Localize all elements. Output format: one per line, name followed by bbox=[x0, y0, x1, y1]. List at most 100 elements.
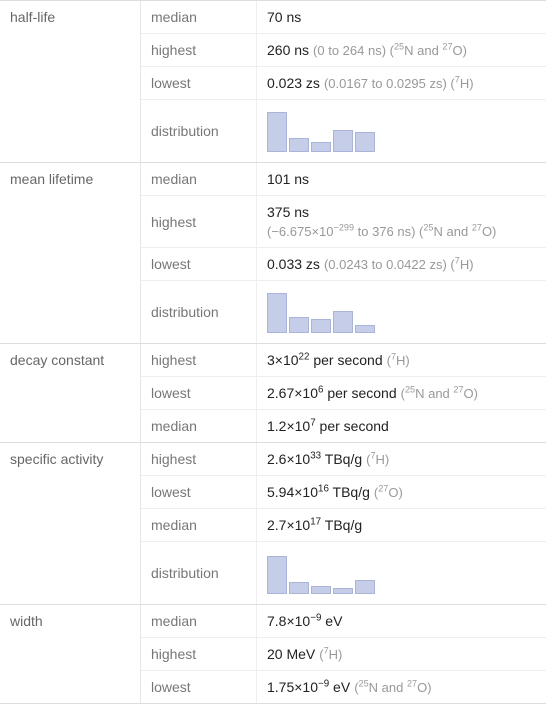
group-label-decay-constant: decay constant bbox=[0, 344, 141, 442]
group-label-specific-activity: specific activity bbox=[0, 443, 141, 604]
row-sublabel-median: median bbox=[141, 410, 257, 442]
dist-bar bbox=[267, 293, 287, 333]
value-main: 101 ns bbox=[267, 171, 309, 187]
value-main: 2.6×1033 TBq/g bbox=[267, 451, 362, 467]
row-value-highest: 2.6×1033 TBq/g (7H) bbox=[257, 443, 546, 476]
dist-bar bbox=[311, 586, 331, 594]
group-width: widthmedian 7.8×10−9 eV highest20 MeV(7H)l… bbox=[0, 605, 546, 703]
value-main: 5.94×1016 TBq/g bbox=[267, 484, 370, 500]
row-value-highest: 20 MeV(7H) bbox=[257, 638, 546, 671]
group-specific-activity: specific activityhighest 2.6×1033 TBq/g (7… bbox=[0, 443, 546, 605]
value-main: 0.033 zs bbox=[267, 256, 320, 272]
dist-bar bbox=[311, 142, 331, 152]
table-row: distribution bbox=[141, 542, 546, 604]
dist-bar bbox=[311, 319, 331, 333]
row-value-distribution bbox=[257, 542, 546, 604]
value-extra: (−6.675×10−299 to 376 ns) (25N and 27O) bbox=[267, 224, 496, 239]
table-row: highest375 ns(−6.675×10−299 to 376 ns) (… bbox=[141, 196, 546, 248]
group-label-mean-lifetime: mean lifetime bbox=[0, 163, 141, 343]
group-rows: median 7.8×10−9 eV highest20 MeV(7H)lowest… bbox=[141, 605, 546, 703]
dist-bar bbox=[289, 138, 309, 152]
value-extra: (7H) bbox=[366, 452, 389, 467]
row-sublabel-lowest: lowest bbox=[141, 67, 257, 100]
table-row: lowest 0.023 zs (0.0167 to 0.0295 zs) (7H) bbox=[141, 67, 546, 100]
row-value-lowest: 0.023 zs (0.0167 to 0.0295 zs) (7H) bbox=[257, 67, 546, 100]
dist-bar bbox=[289, 317, 309, 333]
row-sublabel-lowest: lowest bbox=[141, 671, 257, 703]
table-row: highest 260 ns (0 to 264 ns) (25N and 27O) bbox=[141, 34, 546, 67]
row-sublabel-highest: highest bbox=[141, 344, 257, 377]
group-label-width: width bbox=[0, 605, 141, 703]
properties-table: half-lifemedian70 nshighest260 ns(0 to 2… bbox=[0, 0, 546, 704]
row-sublabel-distribution: distribution bbox=[141, 281, 257, 343]
dist-bar bbox=[355, 325, 375, 333]
row-value-lowest: 1.75×10−9 eV (25N and 27O) bbox=[257, 671, 546, 703]
row-value-highest: 3×1022 per second (7H) bbox=[257, 344, 546, 377]
value-extra: (0.0167 to 0.0295 zs) (7H) bbox=[324, 76, 474, 91]
table-row: lowest 1.75×10−9 eV (25N and 27O) bbox=[141, 671, 546, 703]
row-value-lowest: 2.67×106 per second (25N and 27O) bbox=[257, 377, 546, 410]
value-extra: (0 to 264 ns) (25N and 27O) bbox=[313, 43, 467, 58]
value-extra: (0.0243 to 0.0422 zs) (7H) bbox=[324, 257, 474, 272]
row-sublabel-lowest: lowest bbox=[141, 248, 257, 281]
value-main: 7.8×10−9 eV bbox=[267, 613, 342, 629]
group-mean-lifetime: mean lifetimemedian 101 ns highest375 ns(−… bbox=[0, 163, 546, 344]
dist-bar bbox=[355, 132, 375, 152]
dist-bar bbox=[333, 588, 353, 594]
dist-bar bbox=[267, 556, 287, 594]
group-rows: highest3×1022 per second(7H)lowest2.67×1… bbox=[141, 344, 546, 442]
row-value-distribution bbox=[257, 281, 546, 343]
row-value-median: 7.8×10−9 eV bbox=[257, 605, 546, 638]
table-row: distribution bbox=[141, 100, 546, 162]
row-sublabel-lowest: lowest bbox=[141, 377, 257, 410]
row-sublabel-median: median bbox=[141, 163, 257, 196]
table-row: median 101 ns bbox=[141, 163, 546, 196]
value-main: 2.67×106 per second bbox=[267, 385, 397, 401]
value-main: 1.75×10−9 eV bbox=[267, 679, 350, 695]
distribution-chart bbox=[267, 108, 375, 154]
row-value-median: 2.7×1017 TBq/g bbox=[257, 509, 546, 542]
row-sublabel-median: median bbox=[141, 509, 257, 542]
row-sublabel-highest: highest bbox=[141, 196, 257, 248]
table-row: lowest5.94×1016 TBq/g(27O) bbox=[141, 476, 546, 509]
row-value-median: 101 ns bbox=[257, 163, 546, 196]
row-sublabel-highest: highest bbox=[141, 443, 257, 476]
dist-bar bbox=[355, 580, 375, 594]
row-sublabel-distribution: distribution bbox=[141, 542, 257, 604]
row-sublabel-distribution: distribution bbox=[141, 100, 257, 162]
value-extra: (25N and 27O) bbox=[354, 680, 431, 695]
dist-bar bbox=[267, 112, 287, 152]
value-extra: (25N and 27O) bbox=[401, 386, 478, 401]
dist-bar bbox=[289, 582, 309, 594]
table-row: highest 3×1022 per second (7H) bbox=[141, 344, 546, 377]
table-row: median 1.2×107 per second bbox=[141, 410, 546, 442]
row-sublabel-highest: highest bbox=[141, 34, 257, 67]
value-main: 3×1022 per second bbox=[267, 352, 383, 368]
table-row: median 2.7×1017 TBq/g bbox=[141, 509, 546, 542]
group-rows: median 101 ns highest375 ns(−6.675×10−299 … bbox=[141, 163, 546, 343]
dist-bar bbox=[333, 130, 353, 152]
table-row: lowest 0.033 zs (0.0243 to 0.0422 zs) (7H) bbox=[141, 248, 546, 281]
value-main: 0.023 zs bbox=[267, 75, 320, 91]
group-decay-constant: decay constanthighest 3×1022 per second (7… bbox=[0, 344, 546, 443]
value-main: 70 ns bbox=[267, 9, 301, 25]
dist-bar bbox=[333, 311, 353, 333]
distribution-chart bbox=[267, 289, 375, 335]
row-sublabel-median: median bbox=[141, 1, 257, 34]
row-sublabel-median: median bbox=[141, 605, 257, 638]
row-value-lowest: 0.033 zs (0.0243 to 0.0422 zs) (7H) bbox=[257, 248, 546, 281]
table-row: highest20 MeV(7H) bbox=[141, 638, 546, 671]
table-row: median 70 ns bbox=[141, 1, 546, 34]
group-half-life: half-lifemedian70 nshighest260 ns(0 to 2… bbox=[0, 1, 546, 163]
table-row: median 7.8×10−9 eV bbox=[141, 605, 546, 638]
value-extra: (7H) bbox=[387, 353, 410, 368]
value-main: 20 MeV bbox=[267, 646, 315, 662]
row-value-median: 1.2×107 per second bbox=[257, 410, 546, 442]
row-value-highest: 260 ns (0 to 264 ns) (25N and 27O) bbox=[257, 34, 546, 67]
value-main: 1.2×107 per second bbox=[267, 418, 389, 434]
distribution-chart bbox=[267, 550, 375, 596]
value-main: 260 ns bbox=[267, 42, 309, 58]
group-rows: highest 2.6×1033 TBq/g (7H) lowest 5.94×1016… bbox=[141, 443, 546, 604]
row-sublabel-lowest: lowest bbox=[141, 476, 257, 509]
value-main: 2.7×1017 TBq/g bbox=[267, 517, 362, 533]
